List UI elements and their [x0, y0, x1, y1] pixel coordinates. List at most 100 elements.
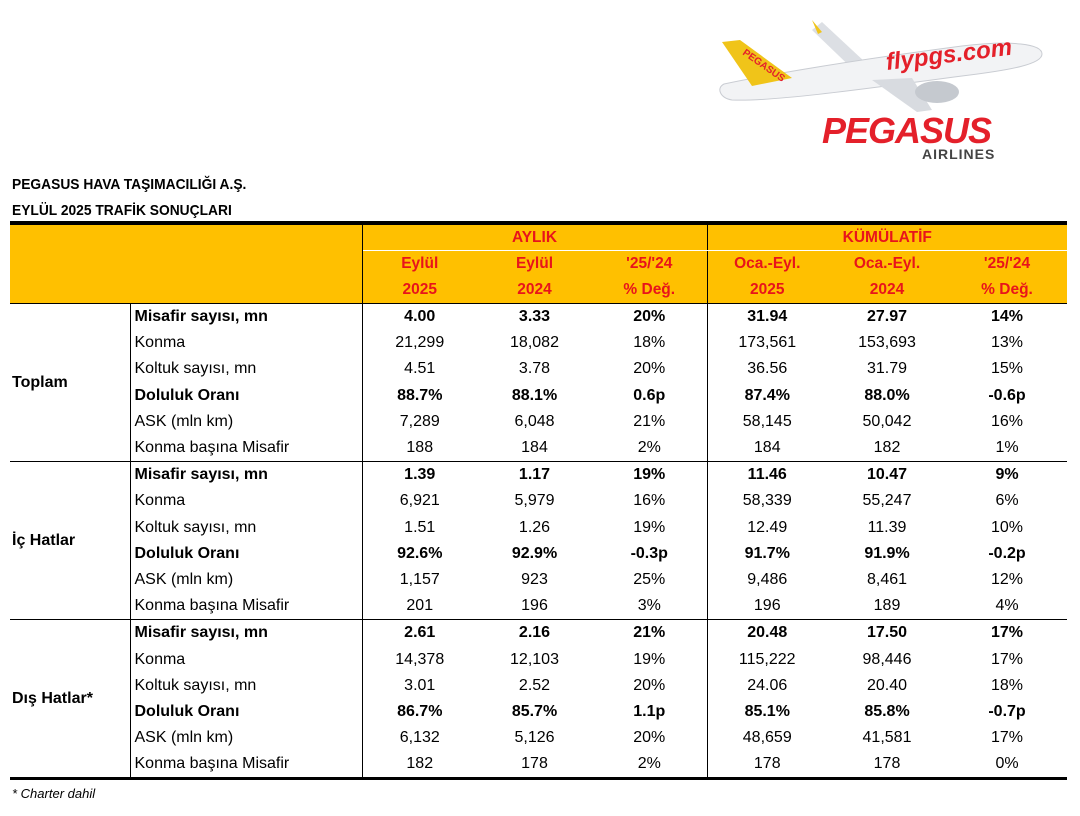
metric-value: 98,446	[862, 650, 912, 668]
table-row: ASK (mln km) 7,289 6,048 21% 58,145 50,042 16%	[10, 408, 1067, 435]
metric-value: 16%	[592, 488, 708, 515]
metric-value: 58,339	[742, 492, 792, 510]
column-header: 2025	[362, 277, 477, 304]
metric-value: 24.06	[747, 676, 788, 694]
metric-value: 0.6p	[592, 382, 708, 409]
table-row: Konma başına Misafir 188 184 2% 184 182 1%	[10, 434, 1067, 462]
metric-value: 36.56	[747, 360, 788, 378]
metric-value: 153,693	[858, 334, 916, 352]
airplane-image: flypgs.com PEGASUS	[719, 20, 1043, 112]
metric-value: 21%	[592, 619, 708, 647]
metric-value: 13%	[991, 334, 1024, 352]
metric-value: 1.26	[518, 518, 551, 536]
group-label: İç Hatlar	[10, 461, 131, 620]
metric-value: 19%	[592, 514, 708, 541]
brand-subtitle: AIRLINES	[922, 146, 996, 162]
metric-value: 17%	[991, 729, 1024, 747]
metric-value: 19%	[592, 461, 708, 489]
metric-value: 2%	[592, 434, 708, 462]
metric-value: 19%	[592, 646, 708, 673]
company-title: PEGASUS HAVA TAŞIMACILIĞI A.Ş.	[12, 176, 247, 193]
column-header: Oca.-Eyl.	[827, 250, 947, 277]
metric-value: 2.61	[362, 619, 477, 647]
metric-value: -0.6p	[988, 386, 1026, 404]
metric-value: 0%	[995, 755, 1019, 773]
metric-value: 86.7%	[397, 702, 443, 720]
metric-value: 8,461	[866, 570, 908, 588]
metric-label: ASK (mln km)	[130, 566, 363, 594]
report-title: EYLÜL 2025 TRAFİK SONUÇLARI	[12, 202, 232, 219]
metric-value: 20.40	[866, 676, 908, 694]
table-row: Doluluk Oranı 92.6% 92.9% -0.3p 91.7% 91.9% -0…	[10, 540, 1067, 567]
metric-value: 5,126	[514, 729, 555, 747]
metric-value: 6,132	[399, 729, 440, 747]
footnote: * Charter dahil	[12, 786, 96, 801]
table-row: İç Hatlar Misafir sayısı, mn 1.39 1.17 19% 11…	[10, 461, 1068, 620]
metric-value: 12.49	[747, 518, 788, 536]
column-header: Eylül	[362, 250, 477, 277]
table-row: Konma başına Misafir 182 178 2% 178 178 0%	[10, 751, 1067, 779]
metric-value: 201	[406, 597, 434, 615]
metric-value: 9%	[947, 461, 1068, 489]
metric-label: Doluluk Oranı	[130, 698, 363, 725]
table-row: Dış Hatlar* Misafir sayısı, mn 2.61 2.16 21%…	[10, 619, 1068, 779]
header-cumulative: KÜMÜLATİF	[707, 223, 1068, 251]
metric-value: 91.9%	[864, 544, 910, 562]
metric-label: Doluluk Oranı	[130, 382, 363, 409]
table-row: Doluluk Oranı 86.7% 85.7% 1.1p 85.1% 85.8% -0.…	[10, 698, 1067, 725]
metric-value: 1,157	[399, 570, 440, 588]
metric-value: 3.33	[477, 303, 592, 331]
column-header: 2024	[477, 277, 592, 304]
table-row: Konma başına Misafir 201 196 3% 196 189 4%	[10, 593, 1067, 620]
group-label: Toplam	[10, 302, 131, 462]
metric-label: Misafir sayısı, mn	[130, 619, 363, 647]
metric-value: 182	[873, 439, 901, 457]
metric-value: 20%	[592, 356, 708, 383]
metric-value: -0.3p	[592, 540, 708, 567]
column-header: % Değ.	[592, 277, 708, 304]
metric-value: 184	[753, 439, 781, 457]
metric-value: 25%	[592, 566, 708, 594]
metric-value: 85.8%	[864, 702, 910, 720]
metric-value: 31.94	[707, 303, 827, 331]
metric-value: 182	[406, 755, 434, 773]
metric-label: Doluluk Oranı	[130, 540, 363, 567]
metric-value: 178	[753, 755, 781, 773]
table-row: Koltuk sayısı, mn 4.51 3.78 20% 36.56 31.79 15…	[10, 356, 1067, 383]
metric-value: 18%	[592, 330, 708, 357]
metric-value: 17%	[947, 619, 1068, 647]
metric-value: 1.51	[404, 518, 436, 536]
metric-value: 50,042	[862, 412, 912, 430]
metric-value: 178	[521, 755, 548, 773]
metric-label: ASK (mln km)	[130, 408, 363, 435]
metric-value: 178	[873, 755, 901, 773]
header-blank	[10, 223, 363, 304]
metric-value: 11.39	[867, 518, 907, 536]
column-header: '25/'24	[947, 250, 1068, 277]
metric-value: 115,222	[738, 650, 796, 668]
header-monthly: AYLIK	[362, 223, 708, 251]
table-row: Konma 6,921 5,979 16% 58,339 55,247 6%	[10, 488, 1067, 515]
metric-value: 20%	[592, 303, 708, 331]
table-row: Doluluk Oranı 88.7% 88.1% 0.6p 87.4% 88.0% -0.…	[10, 382, 1067, 409]
metric-value: 20.48	[707, 619, 827, 647]
metric-label: Konma başına Misafir	[130, 434, 363, 462]
column-header: 2025	[707, 277, 827, 304]
metric-value: 12%	[991, 570, 1024, 588]
metric-label: Koltuk sayısı, mn	[130, 356, 363, 383]
metric-value: 4.51	[404, 360, 436, 378]
metric-value: 87.4%	[744, 386, 790, 404]
metric-value: 2.52	[518, 676, 551, 694]
table-row: Koltuk sayısı, mn 3.01 2.52 20% 24.06 20.40 18…	[10, 672, 1067, 699]
metric-value: 11.46	[707, 461, 827, 489]
metric-value: 88.1%	[511, 386, 558, 404]
metric-value: 27.97	[827, 303, 947, 331]
metric-value: 3.78	[518, 360, 551, 378]
metric-value: 20%	[592, 672, 708, 699]
metric-value: 92.9%	[511, 544, 558, 562]
metric-label: Konma başına Misafir	[130, 751, 363, 779]
metric-value: 17%	[991, 650, 1024, 668]
metric-value: 2.16	[477, 619, 592, 647]
metric-value: 20%	[592, 725, 708, 752]
column-header: Oca.-Eyl.	[707, 250, 827, 277]
